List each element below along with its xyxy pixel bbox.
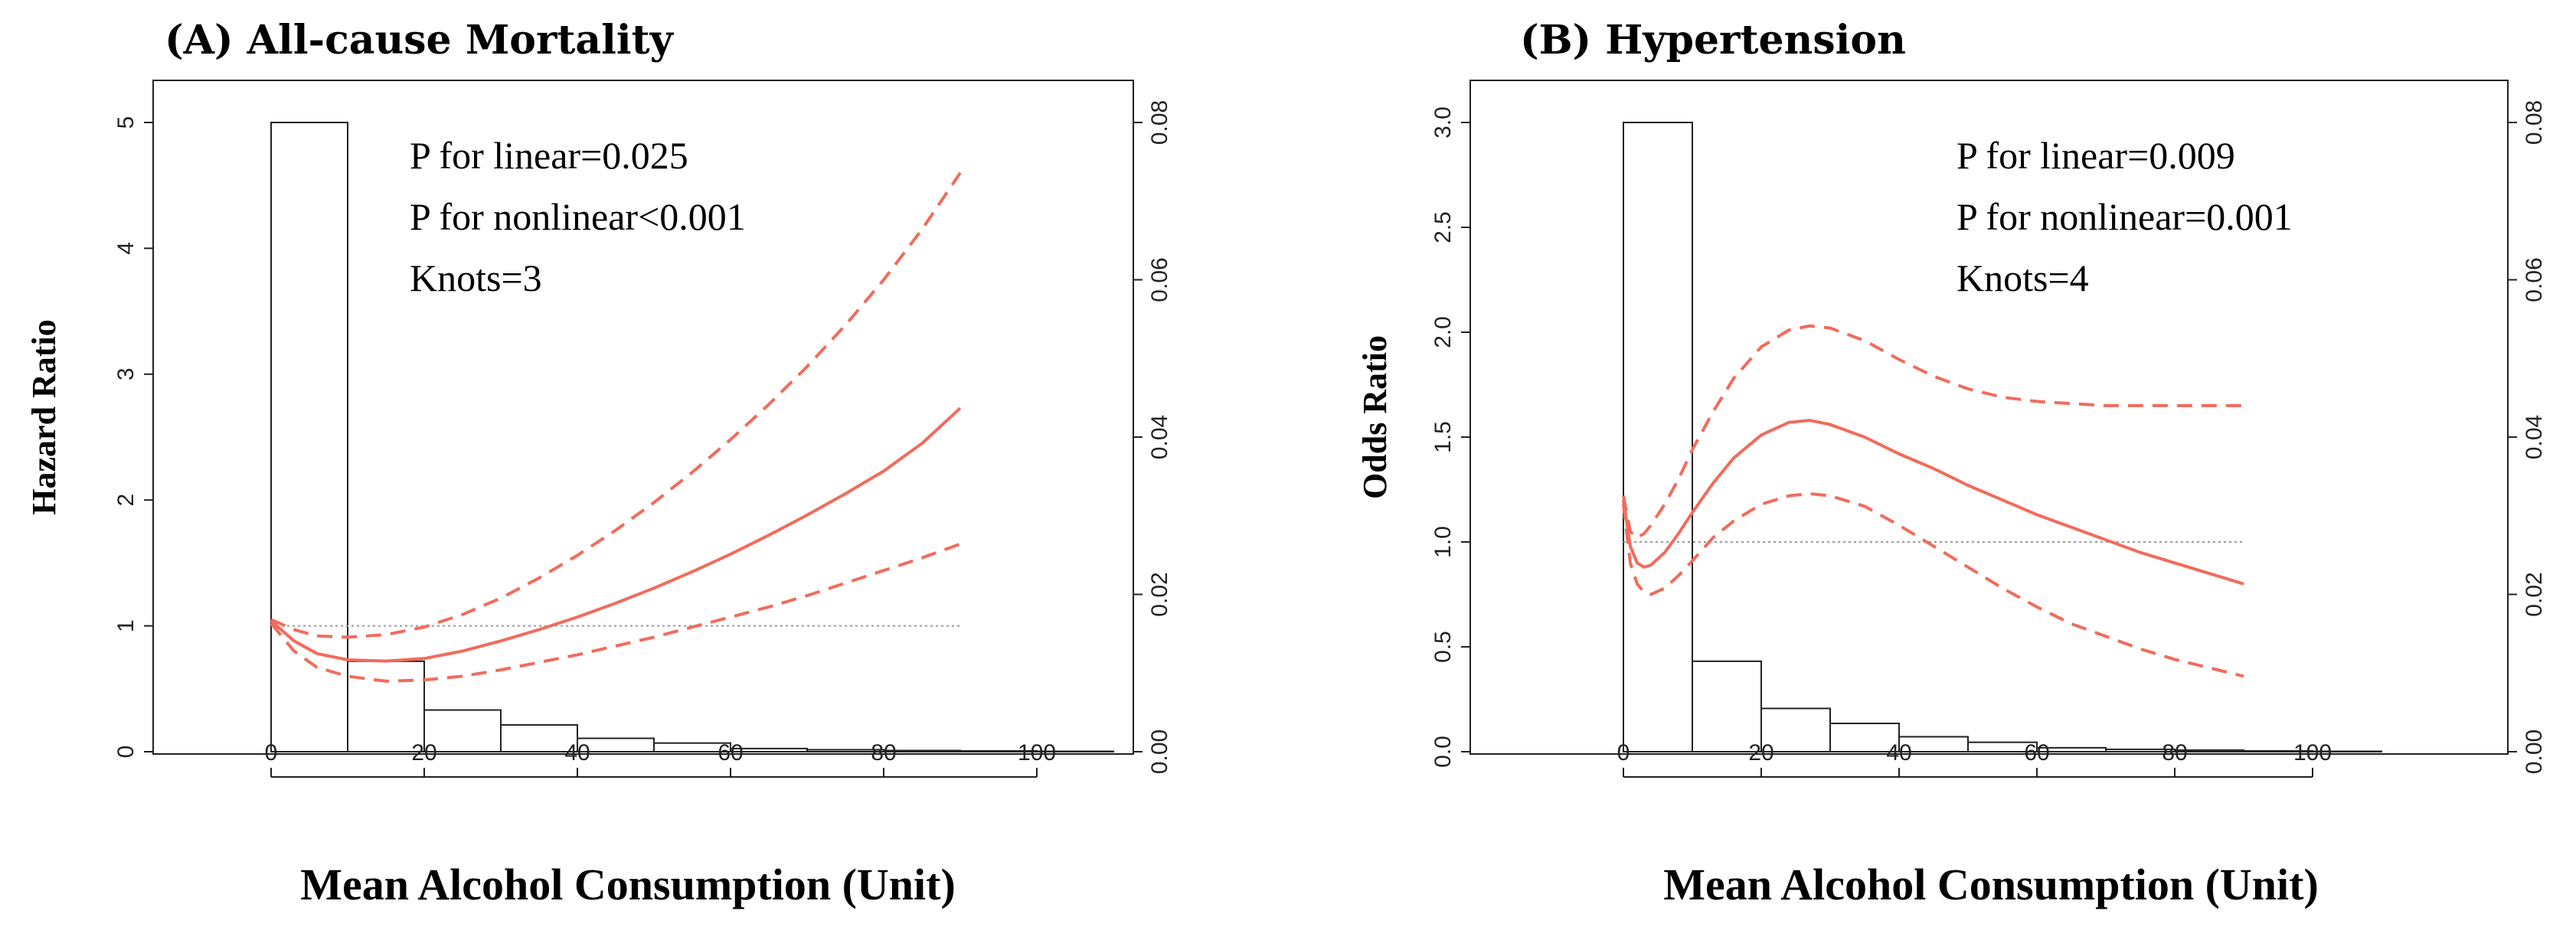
y2-tick-label: 0.04 <box>2522 415 2547 459</box>
y-tick-label: 0 <box>113 746 139 759</box>
y-tick-label: 0.5 <box>1430 631 1456 663</box>
ci-lower-line <box>1622 491 2244 678</box>
y-tick-label: 1.0 <box>1430 526 1456 558</box>
panel-all-cause-mortality: (A) All-cause Mortality 0 1 2 3 4 5 0.00 0.02 0.… <box>25 17 1172 909</box>
x-tick-label: 20 <box>411 740 436 765</box>
y-tick-label: 4 <box>113 242 139 255</box>
annotation-knots: Knots=3 <box>410 256 542 299</box>
x-tick-label: 60 <box>718 740 743 765</box>
y-tick-label: 5 <box>113 116 139 129</box>
histogram-bar <box>1623 122 1693 752</box>
panel-hypertension: (B) Hypertension 0.0 0.5 1.0 1.5 2.0 2.5 3.0 0.… <box>1356 17 2547 909</box>
y-tick-label: 1.5 <box>1430 421 1456 453</box>
chart-title: (A) All-cause Mortality <box>165 17 675 64</box>
estimate-line <box>1622 419 2244 586</box>
estimate-line <box>270 406 962 663</box>
y2-tick-label: 0.06 <box>2522 257 2547 302</box>
annotation-knots: Knots=4 <box>1957 256 2089 299</box>
x-tick-label: 40 <box>564 740 590 765</box>
y-tick-label: 2.0 <box>1430 316 1456 348</box>
x-tick-label: 80 <box>2162 740 2187 765</box>
x-tick-label: 80 <box>871 740 896 765</box>
y-tick-label: 3 <box>113 367 139 380</box>
y2-tick-label: 0.06 <box>1147 257 1172 302</box>
annotation-p-nonlinear: P for nonlinear<0.001 <box>410 195 746 238</box>
x-tick-label: 100 <box>1018 740 1056 765</box>
y2-tick-label: 0.02 <box>1147 572 1172 616</box>
y-tick-label: 3.0 <box>1430 106 1456 139</box>
ci-lower-line <box>270 542 961 683</box>
y2-tick-label: 0.00 <box>2522 730 2547 774</box>
y-tick-label: 0.0 <box>1430 736 1456 768</box>
annotation-p-nonlinear: P for nonlinear=0.001 <box>1957 195 2293 238</box>
x-tick-label: 40 <box>1886 740 1911 765</box>
x-axis-label: Mean Alcohol Consumption (Unit) <box>300 860 956 909</box>
x-tick-label: 20 <box>1748 740 1773 765</box>
y2-tick-label: 0.02 <box>2522 572 2547 616</box>
x-tick-label: 60 <box>2024 740 2049 765</box>
y2-tick-label: 0.08 <box>1147 100 1172 145</box>
y-tick-label: 2.5 <box>1430 211 1456 243</box>
y2-tick-label: 0.00 <box>1147 730 1172 774</box>
histogram-bar <box>347 660 425 753</box>
y2-tick-label: 0.04 <box>1147 415 1172 459</box>
ci-upper-line <box>270 171 962 639</box>
y-axis-label: Hazard Ratio <box>25 319 63 514</box>
ci-upper-line <box>1622 324 2244 540</box>
chart-title: (B) Hypertension <box>1520 17 1906 64</box>
histogram-bar <box>1692 660 1762 753</box>
y-axis-label: Odds Ratio <box>1356 335 1394 499</box>
histogram-bar <box>1760 707 1831 752</box>
x-tick-label: 100 <box>2293 740 2332 765</box>
x-tick-label: 0 <box>265 740 278 765</box>
annotation-p-linear: P for linear=0.009 <box>1957 134 2235 177</box>
y-tick-label: 1 <box>113 619 139 632</box>
y2-tick-label: 0.08 <box>2522 100 2547 145</box>
y-tick-label: 2 <box>113 494 139 507</box>
x-tick-label: 0 <box>1617 740 1630 765</box>
annotation-p-linear: P for linear=0.025 <box>410 134 688 177</box>
x-axis-label: Mean Alcohol Consumption (Unit) <box>1663 860 2319 909</box>
